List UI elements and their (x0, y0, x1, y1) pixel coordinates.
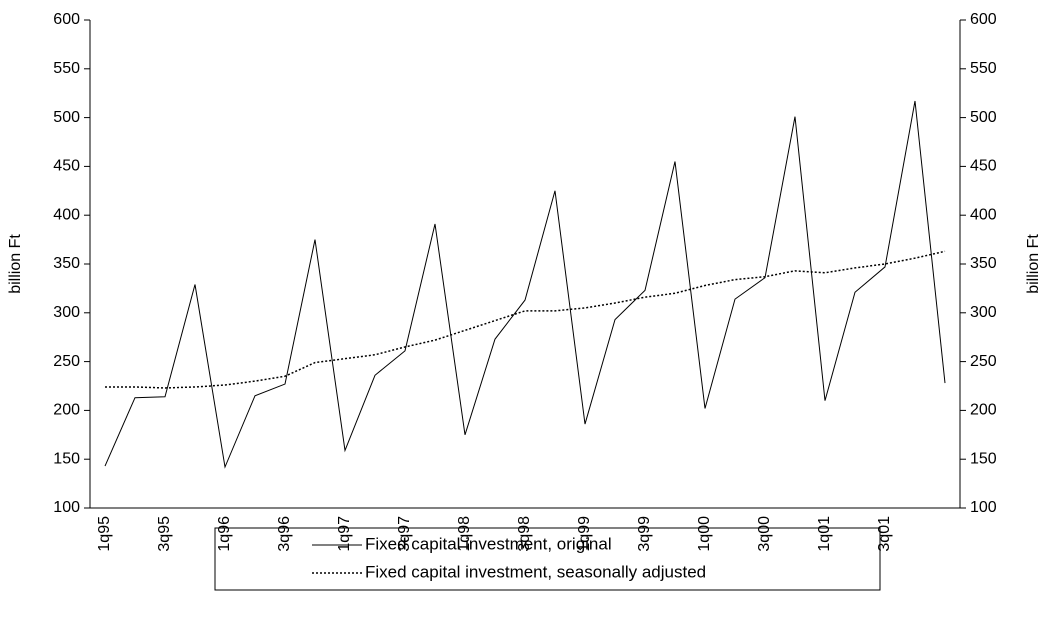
x-tick-label: 3q97 (396, 516, 413, 552)
x-tick-label: 1q98 (456, 516, 473, 552)
y2-tick-label: 200 (970, 402, 997, 419)
x-tick-label: 1q00 (696, 516, 713, 552)
y-tick-label: 300 (53, 304, 80, 321)
y2-tick-label: 100 (970, 499, 997, 516)
legend-box (214, 527, 881, 591)
series-line (104, 100, 946, 469)
y2-tick-label: 450 (970, 158, 997, 175)
x-tick-label: 1q97 (336, 516, 353, 552)
x-tick-label: 1q96 (216, 516, 233, 552)
y2-tick-label: 150 (970, 450, 997, 467)
y-tick-label: 600 (53, 11, 80, 28)
y-tick-label: 200 (53, 402, 80, 419)
y2-axis-label: billion Ft (1025, 234, 1042, 294)
x-tick-label: 3q96 (276, 516, 293, 552)
legend-label: Fixed capital investment, original (365, 534, 612, 553)
x-tick-label: 3q98 (516, 516, 533, 552)
y2-tick-label: 250 (970, 353, 997, 370)
x-tick-label: 1q01 (816, 516, 833, 552)
x-tick-label: 1q95 (96, 516, 113, 552)
y-tick-label: 250 (53, 353, 80, 370)
x-tick-label: 3q00 (756, 516, 773, 552)
legend-label: Fixed capital investment, seasonally adj… (365, 562, 706, 581)
series-line (105, 250, 946, 389)
x-tick-label: 1q99 (576, 516, 593, 552)
y-tick-label: 500 (53, 109, 80, 126)
y2-tick-label: 500 (970, 109, 997, 126)
y2-tick-label: 600 (970, 11, 997, 28)
y2-tick-label: 350 (970, 255, 997, 272)
y2-tick-label: 300 (970, 304, 997, 321)
x-tick-label: 3q95 (156, 516, 173, 552)
x-tick-label: 3q99 (636, 516, 653, 552)
y2-tick-label: 550 (970, 60, 997, 77)
y-tick-label: 400 (53, 206, 80, 223)
y-tick-label: 550 (53, 60, 80, 77)
y-axis-label: billion Ft (7, 234, 24, 294)
y-tick-label: 150 (53, 450, 80, 467)
y-tick-label: 450 (53, 158, 80, 175)
x-tick-label: 3q01 (876, 516, 893, 552)
y2-tick-label: 400 (970, 206, 997, 223)
y-tick-label: 350 (53, 255, 80, 272)
y-tick-label: 100 (53, 499, 80, 516)
